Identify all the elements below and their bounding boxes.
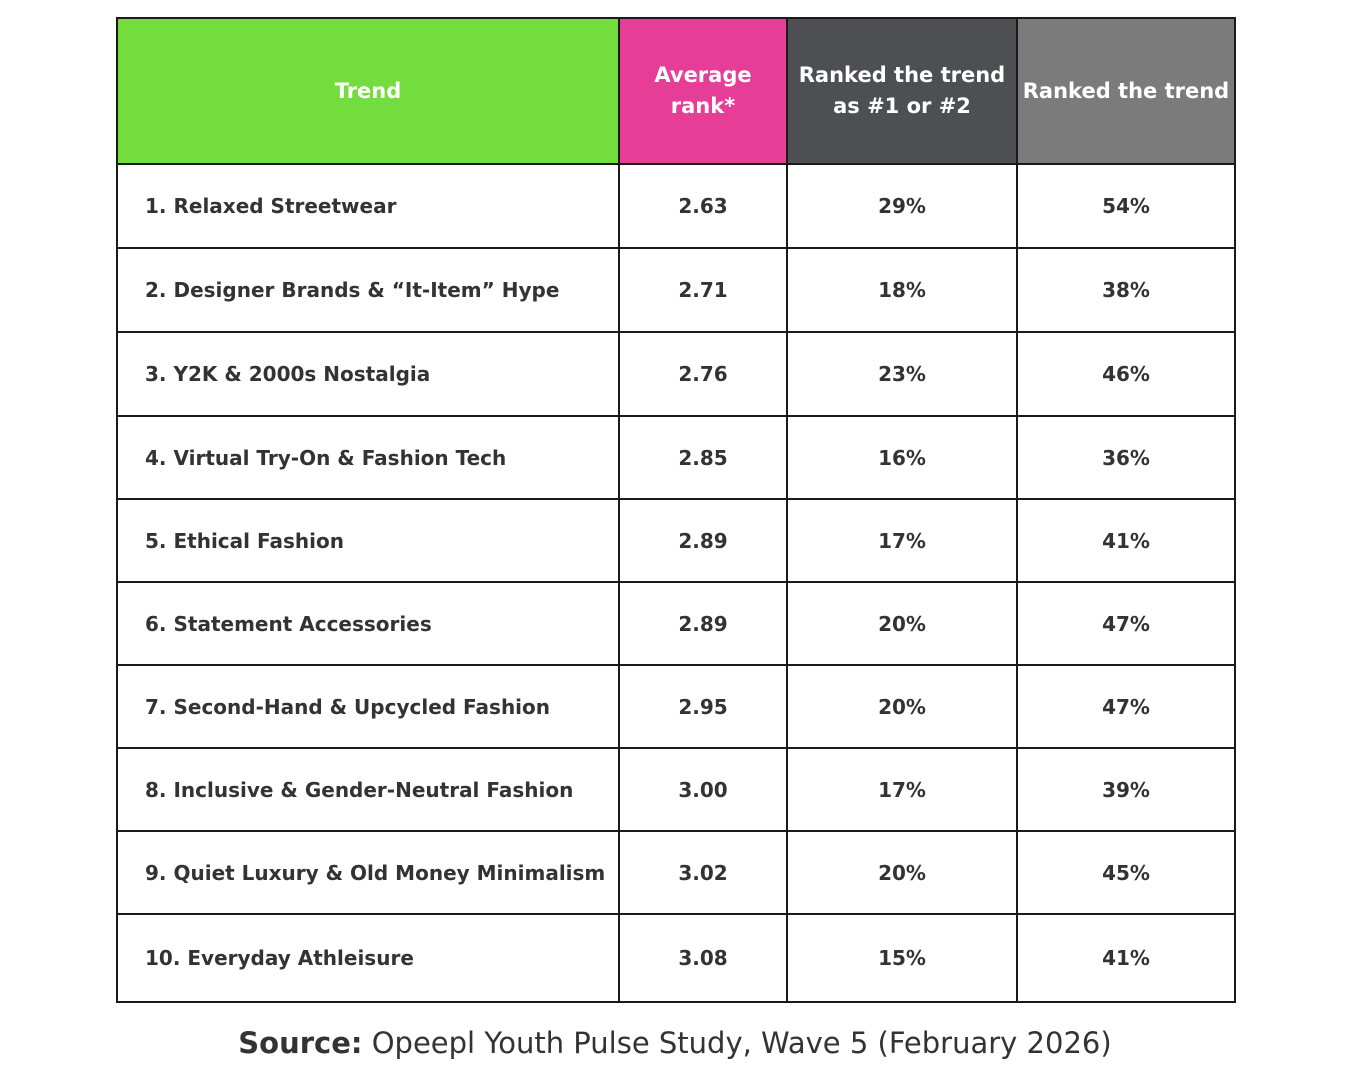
source-label: Source:: [238, 1026, 363, 1060]
table-row: 7. Second-Hand & Upcycled Fashion 2.95 20%…: [116, 664, 1236, 749]
average-rank-cell: 2.71: [618, 247, 788, 333]
table-row: 6. Statement Accessories 2.89 20% 47%: [116, 581, 1236, 666]
table-row: 1. Relaxed Streetwear 2.63 29% 54%: [116, 163, 1236, 249]
table-row: 5. Ethical Fashion 2.89 17% 41%: [116, 498, 1236, 583]
table-body: 1. Relaxed Streetwear 2.63 29% 54% 2. Design…: [116, 163, 1236, 1003]
trend-table: Trend Average rank* Ranked the trend as …: [116, 17, 1236, 1003]
average-rank-cell: 2.89: [618, 581, 788, 666]
ranked-the-trend-cell: 46%: [1016, 331, 1236, 417]
ranked-the-trend-cell: 39%: [1016, 747, 1236, 832]
header-ranked-the-trend: Ranked the trend: [1016, 17, 1236, 165]
table-row: 4. Virtual Try-On & Fashion Tech 2.85 16% 3…: [116, 415, 1236, 500]
ranked-the-trend-cell: 41%: [1016, 913, 1236, 1003]
source-text: Opeepl Youth Pulse Study, Wave 5 (Februa…: [371, 1026, 1112, 1060]
ranked-the-trend-cell: 41%: [1016, 498, 1236, 583]
trend-name-cell: 4. Virtual Try-On & Fashion Tech: [116, 415, 620, 500]
ranked-top-two-cell: 20%: [786, 830, 1018, 915]
trend-name-cell: 8. Inclusive & Gender-Neutral Fashion: [116, 747, 620, 832]
average-rank-cell: 2.76: [618, 331, 788, 417]
ranked-the-trend-cell: 54%: [1016, 163, 1236, 249]
trend-name-cell: 2. Designer Brands & “It-Item” Hype: [116, 247, 620, 333]
header-trend: Trend: [116, 17, 620, 165]
ranked-top-two-cell: 16%: [786, 415, 1018, 500]
average-rank-cell: 3.08: [618, 913, 788, 1003]
ranked-top-two-cell: 20%: [786, 581, 1018, 666]
header-average-rank: Average rank*: [618, 17, 788, 165]
trend-name-cell: 1. Relaxed Streetwear: [116, 163, 620, 249]
average-rank-cell: 3.00: [618, 747, 788, 832]
average-rank-cell: 3.02: [618, 830, 788, 915]
trend-name-cell: 5. Ethical Fashion: [116, 498, 620, 583]
table-header-row: Trend Average rank* Ranked the trend as …: [116, 17, 1236, 165]
ranked-the-trend-cell: 36%: [1016, 415, 1236, 500]
ranked-top-two-cell: 29%: [786, 163, 1018, 249]
ranked-top-two-cell: 15%: [786, 913, 1018, 1003]
average-rank-cell: 2.63: [618, 163, 788, 249]
trend-name-cell: 3. Y2K & 2000s Nostalgia: [116, 331, 620, 417]
ranked-top-two-cell: 23%: [786, 331, 1018, 417]
trend-name-cell: 10. Everyday Athleisure: [116, 913, 620, 1003]
table-row: 9. Quiet Luxury & Old Money Minimalism 3.…: [116, 830, 1236, 915]
average-rank-cell: 2.89: [618, 498, 788, 583]
table-row: 10. Everyday Athleisure 3.08 15% 41%: [116, 913, 1236, 1003]
ranked-the-trend-cell: 47%: [1016, 581, 1236, 666]
ranked-top-two-cell: 18%: [786, 247, 1018, 333]
source-note: Source: Opeepl Youth Pulse Study, Wave 5…: [0, 1026, 1350, 1060]
trend-name-cell: 9. Quiet Luxury & Old Money Minimalism: [116, 830, 620, 915]
trend-name-cell: 7. Second-Hand & Upcycled Fashion: [116, 664, 620, 749]
ranked-the-trend-cell: 45%: [1016, 830, 1236, 915]
trend-table-container: Trend Average rank* Ranked the trend as …: [116, 17, 1236, 1003]
ranked-the-trend-cell: 47%: [1016, 664, 1236, 749]
header-ranked-top-two: Ranked the trend as #1 or #2: [786, 17, 1018, 165]
ranked-top-two-cell: 17%: [786, 498, 1018, 583]
average-rank-cell: 2.95: [618, 664, 788, 749]
table-row: 3. Y2K & 2000s Nostalgia 2.76 23% 46%: [116, 331, 1236, 417]
average-rank-cell: 2.85: [618, 415, 788, 500]
ranked-the-trend-cell: 38%: [1016, 247, 1236, 333]
ranked-top-two-cell: 20%: [786, 664, 1018, 749]
table-row: 2. Designer Brands & “It-Item” Hype 2.71 1…: [116, 247, 1236, 333]
table-row: 8. Inclusive & Gender-Neutral Fashion 3.0…: [116, 747, 1236, 832]
ranked-top-two-cell: 17%: [786, 747, 1018, 832]
trend-name-cell: 6. Statement Accessories: [116, 581, 620, 666]
